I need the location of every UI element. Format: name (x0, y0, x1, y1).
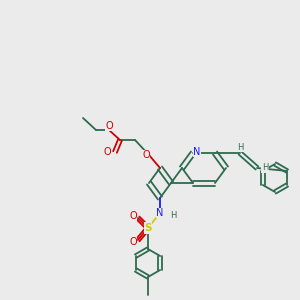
Text: O: O (129, 211, 137, 221)
Text: N: N (156, 208, 164, 218)
Text: H: H (170, 211, 176, 220)
Text: O: O (129, 237, 137, 247)
Text: H: H (262, 164, 268, 172)
Text: O: O (103, 147, 111, 157)
Text: H: H (237, 142, 243, 152)
Text: S: S (144, 223, 152, 233)
Text: O: O (142, 150, 150, 160)
Text: N: N (193, 147, 201, 157)
Text: O: O (105, 121, 113, 131)
